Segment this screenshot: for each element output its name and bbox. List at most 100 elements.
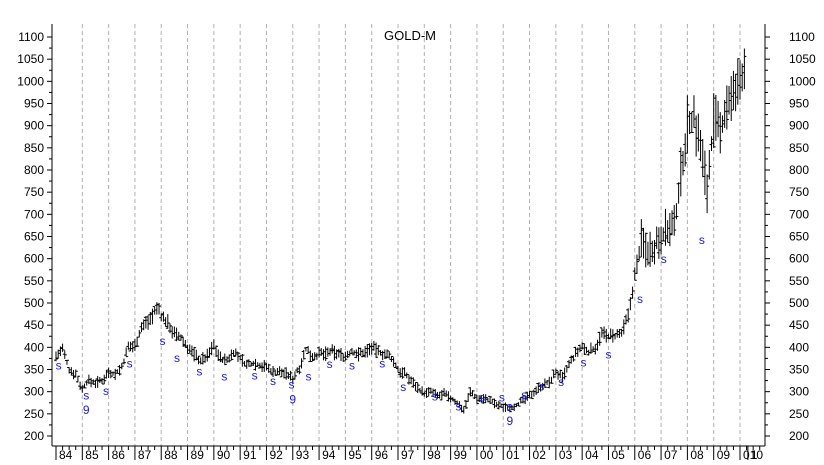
- signal-marker-s: s: [252, 369, 258, 383]
- signal-marker-9: 9: [506, 414, 513, 428]
- signal-marker-s: s: [699, 233, 705, 247]
- signal-marker-s: s: [637, 292, 643, 306]
- y-tick-label: 250: [24, 407, 44, 421]
- signal-marker-s: s: [499, 390, 505, 404]
- x-tick-label: 92: [269, 448, 283, 462]
- signal-marker-s: s: [521, 388, 527, 402]
- signal-marker-s: s: [605, 347, 611, 361]
- y-tick-label: 550: [24, 274, 44, 288]
- y-tick-label-right: 550: [789, 274, 809, 288]
- y-tick-label-right: 250: [789, 407, 809, 421]
- signal-marker-s: s: [221, 370, 227, 384]
- y-tick-label: 750: [24, 185, 44, 199]
- price-series: [54, 48, 747, 414]
- y-tick-label-right: 1000: [789, 74, 816, 88]
- x-tick-label: 99: [454, 448, 468, 462]
- y-tick-label-right: 750: [789, 185, 809, 199]
- signal-marker-s: s: [661, 252, 667, 266]
- y-tick-label: 400: [24, 340, 44, 354]
- signal-marker-s: s: [160, 334, 166, 348]
- signal-marker-s: s: [349, 359, 355, 373]
- x-tick-label: 00: [480, 448, 494, 462]
- x-tick-label: 09: [717, 448, 731, 462]
- y-tick-label-right: 1050: [789, 52, 816, 66]
- signal-marker-s: s: [379, 356, 385, 370]
- x-tick-label: 93: [296, 448, 310, 462]
- x-tick-label: 85: [85, 448, 99, 462]
- y-tick-label: 650: [24, 230, 44, 244]
- y-tick-label: 450: [24, 318, 44, 332]
- signal-marker-s: s: [507, 400, 513, 414]
- signal-marker-9: 9: [83, 403, 90, 417]
- x-tick-label: 03: [559, 448, 573, 462]
- signal-marker-s: s: [270, 374, 276, 388]
- signal-marker-s: s: [56, 359, 62, 373]
- x-tick-label: 01: [506, 448, 520, 462]
- y-tick-label-right: 650: [789, 230, 809, 244]
- signal-marker-s: s: [432, 390, 438, 404]
- signal-marker-s: s: [174, 351, 180, 365]
- y-tick-label: 1100: [18, 30, 44, 44]
- y-tick-label-right: 900: [789, 119, 809, 133]
- x-tick-label: 98: [427, 448, 441, 462]
- y-tick-label-right: 600: [789, 252, 809, 266]
- y-tick-label-right: 200: [789, 429, 809, 443]
- x-tick-label: 05: [611, 448, 625, 462]
- y-tick-label-right: 1100: [789, 30, 815, 44]
- signal-marker-9: 9: [289, 393, 296, 407]
- x-axis-ticks: 84 85 86 87 88 89 90 91 92 93 94 95 96 97 98 99 00 01 02 03…: [55, 446, 763, 462]
- y-tick-label-right: 500: [789, 296, 809, 310]
- y-tick-label-right: 850: [789, 141, 809, 155]
- y-tick-label: 200: [24, 429, 44, 443]
- x-tick-label: 94: [322, 448, 336, 462]
- y-tick-label: 1000: [17, 74, 44, 88]
- y-tick-label: 600: [24, 252, 44, 266]
- y-tick-label: 700: [24, 207, 44, 221]
- signal-marker-s: s: [83, 389, 89, 403]
- x-tick-label: 97: [401, 448, 415, 462]
- x-tick-label: 84: [59, 448, 73, 462]
- chart-title: GOLD-M: [384, 28, 436, 43]
- x-tick-label: 95: [348, 448, 362, 462]
- y-tick-label: 950: [24, 97, 44, 111]
- y-tick-label-right: 450: [789, 318, 809, 332]
- y-tick-label-right: 400: [789, 340, 809, 354]
- x-tick-label: 87: [138, 448, 152, 462]
- signal-marker-s: s: [103, 384, 109, 398]
- x-tick-label: 08: [690, 448, 704, 462]
- y-tick-label: 800: [24, 163, 44, 177]
- x-tick-label: 96: [375, 448, 389, 462]
- y-tick-label: 850: [24, 141, 44, 155]
- signal-marker-s: s: [400, 380, 406, 394]
- y-tick-label-right: 300: [789, 385, 809, 399]
- signal-marker-s: s: [580, 355, 586, 369]
- y-tick-label: 500: [24, 296, 44, 310]
- vertical-grid: [81, 24, 741, 446]
- y-tick-label-right: 700: [789, 207, 809, 221]
- signal-marker-s: s: [327, 357, 333, 371]
- x-tick-label: 1: [751, 448, 758, 462]
- signal-marker-s: s: [558, 375, 564, 389]
- x-tick-label: 91: [243, 448, 257, 462]
- signal-marker-s: s: [479, 390, 485, 404]
- y-tick-label-right: 950: [789, 97, 809, 111]
- signal-marker-s: s: [127, 356, 133, 370]
- y-tick-label: 900: [24, 119, 44, 133]
- x-tick-label: 06: [638, 448, 652, 462]
- y-axis-ticks: 200 200 250 250 300 300 350 350 400 400 450 450 500 5…: [17, 30, 816, 443]
- y-tick-label: 300: [24, 385, 44, 399]
- x-tick-label: 89: [191, 448, 205, 462]
- signal-marker-s: s: [196, 364, 202, 378]
- x-tick-label: 02: [533, 448, 547, 462]
- signal-marker-s: s: [288, 378, 294, 392]
- x-tick-label: 88: [164, 448, 178, 462]
- x-tick-label: 07: [664, 448, 678, 462]
- signal-marker-s: s: [538, 379, 544, 393]
- signal-marker-s: s: [306, 370, 312, 384]
- x-tick-label: 86: [112, 448, 126, 462]
- y-tick-label-right: 800: [789, 163, 809, 177]
- y-tick-label: 1050: [17, 52, 44, 66]
